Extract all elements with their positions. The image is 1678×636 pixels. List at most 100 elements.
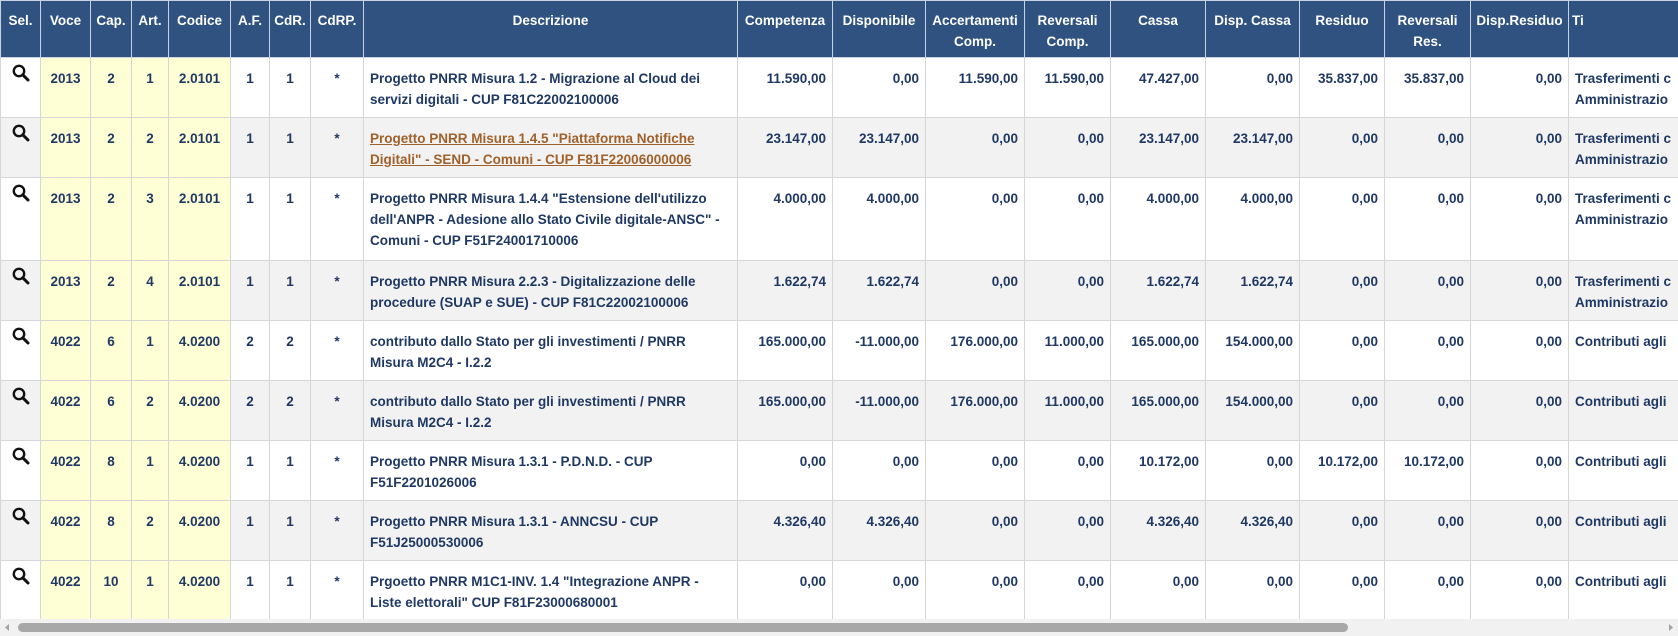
select-cell[interactable] [0,500,41,561]
table-cell: 2013 [40,260,91,321]
table-cell: * [310,260,364,321]
scroll-right-arrow[interactable] [1669,624,1673,631]
select-cell[interactable] [0,440,41,501]
table-cell: 0,00 [1384,500,1471,561]
table-cell: 4.0200 [168,320,231,381]
table-cell: 1 [230,440,270,501]
table-cell: 0,00 [1110,560,1206,621]
table-cell: 0,00 [925,560,1025,621]
table-cell: 10 [90,560,132,621]
table-cell: 0,00 [1384,117,1471,178]
select-cell[interactable] [0,380,41,441]
horizontal-scrollbar[interactable] [0,619,1678,636]
column-header: Art. [131,0,169,58]
table-cell: 0,00 [1024,177,1111,261]
table-cell: 11.590,00 [925,57,1025,118]
table-cell: 165.000,00 [737,320,833,381]
table-cell: 2.0101 [168,117,231,178]
table-cell: 4.000,00 [737,177,833,261]
description-cell: Progetto PNRR Misura 1.4.4 "Estensione d… [363,177,738,261]
table-cell: 0,00 [1299,380,1385,441]
table-cell: 1 [269,177,311,261]
table-cell: * [310,117,364,178]
table-cell: 6 [90,380,132,441]
table-cell: 23.147,00 [737,117,833,178]
column-header: Residuo [1299,0,1385,58]
table-cell: 165.000,00 [1110,320,1206,381]
column-header: Competenza [737,0,833,58]
table-cell: 10.172,00 [1110,440,1206,501]
table-cell: 4.0200 [168,560,231,621]
table-cell: 8 [90,500,132,561]
table-cell: 0,00 [1205,560,1300,621]
scroll-thumb[interactable] [18,623,1348,632]
table-cell: 0,00 [832,440,926,501]
column-header: Sel. [0,0,41,58]
data-table: Sel. Voce Cap. Art. Codice A.F. CdR. CdRP. Descr… [0,0,1678,621]
table-cell: 4.0200 [168,500,231,561]
select-cell[interactable] [0,117,41,178]
table-cell: 1.622,74 [1110,260,1206,321]
table-cell: 11.000,00 [1024,320,1111,381]
scroll-left-arrow[interactable] [5,624,9,631]
table-cell: 4.326,40 [1110,500,1206,561]
table-cell: 0,00 [925,500,1025,561]
select-cell[interactable] [0,260,41,321]
column-header: Disp. Cassa [1205,0,1300,58]
column-header: Reversali Comp. [1024,0,1111,58]
description-link[interactable]: Progetto PNRR Misura 1.4.5 "Piattaforma … [370,131,695,167]
table-cell: 154.000,00 [1205,320,1300,381]
header-row: Sel. Voce Cap. Art. Codice A.F. CdR. CdRP. Descr… [0,0,1678,58]
table-cell: 2 [90,177,132,261]
table-cell: * [310,320,364,381]
table-cell: * [310,177,364,261]
table-cell: Trasferimenti c Amministrazio [1568,260,1678,321]
table-cell: 11.000,00 [1024,380,1111,441]
table-cell: Trasferimenti c Amministrazio [1568,57,1678,118]
table-cell: 154.000,00 [1205,380,1300,441]
table-cell: 35.837,00 [1299,57,1385,118]
table-cell: 0,00 [1470,177,1569,261]
table-row: 2013 2 3 2.0101 1 1 * Progetto PNRR Misura 1.4.… [0,177,1678,261]
table-cell: Contributi agli [1568,380,1678,441]
table-cell: 47.427,00 [1110,57,1206,118]
table-cell: 2013 [40,177,91,261]
table-row: 4022 8 1 4.0200 1 1 * Progetto PNRR Misura 1.3.… [0,440,1678,501]
search-icon [12,184,29,202]
select-cell[interactable] [0,177,41,261]
column-header: Disp.Residuo [1470,0,1569,58]
search-icon [12,124,29,142]
column-header: Cassa [1110,0,1206,58]
column-header: Reversali Res. [1384,0,1471,58]
table-cell: 165.000,00 [1110,380,1206,441]
table-cell: 0,00 [1024,500,1111,561]
table-row: 4022 8 2 4.0200 1 1 * Progetto PNRR Misura 1.3.… [0,500,1678,561]
table-cell: 1 [269,560,311,621]
table-cell: 0,00 [1299,320,1385,381]
select-cell[interactable] [0,320,41,381]
table-cell: 0,00 [737,440,833,501]
table-row: 2013 2 2 2.0101 1 1 * Progetto PNRR Misura 1.4.… [0,117,1678,178]
table-cell: 2 [90,117,132,178]
select-cell[interactable] [0,560,41,621]
table-cell: 2.0101 [168,260,231,321]
table-cell: 2 [90,57,132,118]
table-cell: 0,00 [1299,560,1385,621]
table-cell: * [310,380,364,441]
description-cell: Prgoetto PNRR M1C1-INV. 1.4 "Integrazion… [363,560,738,621]
table-cell: 1 [230,500,270,561]
table-cell: 1.622,74 [832,260,926,321]
search-icon [12,267,29,285]
table-cell: 4.0200 [168,380,231,441]
table-cell: 1 [131,57,169,118]
column-header: Accertamenti Comp. [925,0,1025,58]
table-cell: 0,00 [1384,177,1471,261]
table-cell: 0,00 [925,440,1025,501]
table-cell: 1 [131,560,169,621]
table-cell: 1 [269,57,311,118]
select-cell[interactable] [0,57,41,118]
table-cell: 1.622,74 [1205,260,1300,321]
table-row: 4022 10 1 4.0200 1 1 * Prgoetto PNRR M1C1-INV. … [0,560,1678,621]
table-cell: 0,00 [925,260,1025,321]
